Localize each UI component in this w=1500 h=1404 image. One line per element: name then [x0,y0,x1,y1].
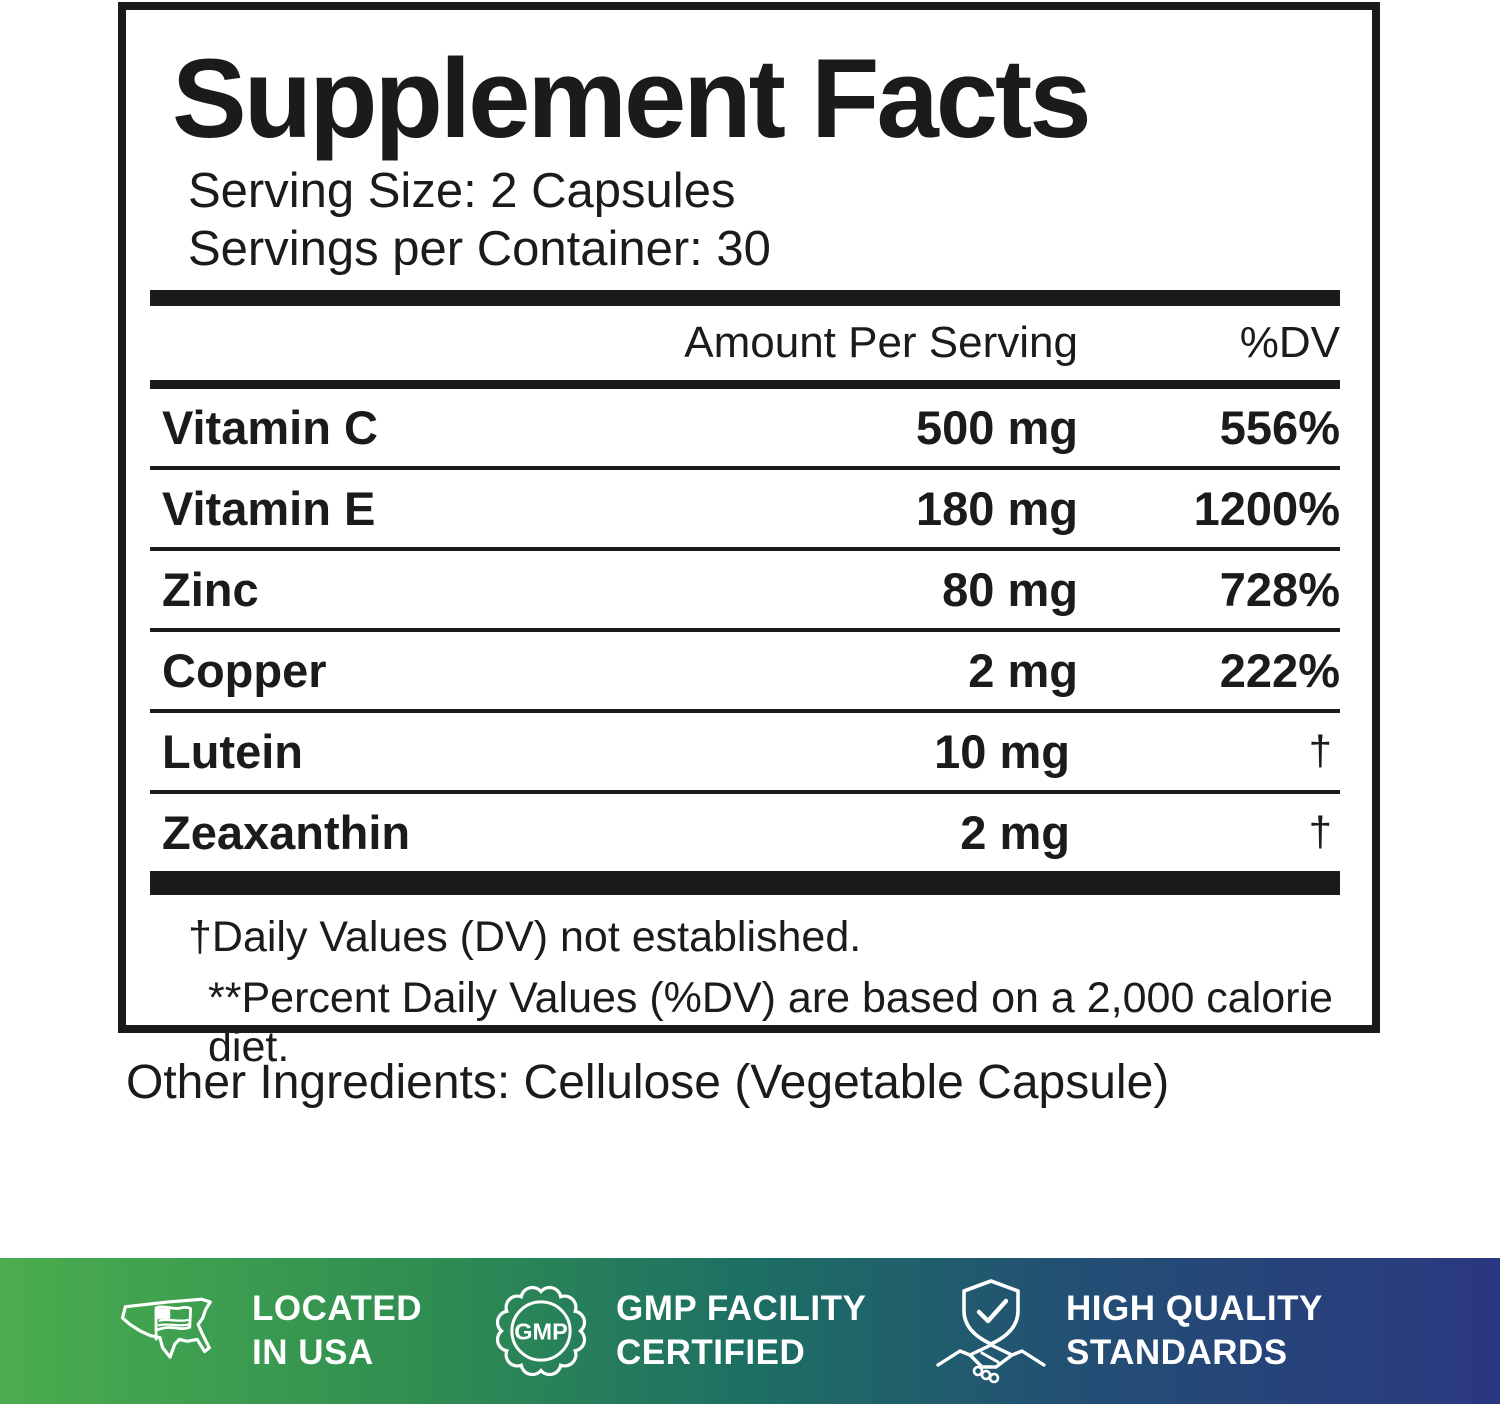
badge-line1: GMP FACILITY [616,1289,867,1329]
ingredient-name: Zeaxanthin [162,805,411,859]
ingredient-dv-dagger: † [1308,727,1332,775]
badge-line1: LOCATED [252,1289,423,1329]
ingredient-dv: 1200% [1193,481,1340,535]
ingredient-dv: 728% [1219,562,1340,616]
table-row: Zinc 80 mg 728% [150,551,1340,632]
ingredient-amount: 10 mg [934,724,1070,778]
ingredient-name: Vitamin C [162,400,378,454]
table-row: Vitamin E 180 mg 1200% [150,470,1340,551]
ingredient-amount: 2 mg [960,805,1070,859]
panel-title: Supplement Facts [172,36,1092,161]
badge-gmp-certified: GMP GMP FACILITY CERTIFIED [494,1258,866,1404]
badge-high-quality-standards: HIGH QUALITY STANDARDS [930,1258,1323,1404]
header-amount-per-serving: Amount Per Serving [684,317,1078,367]
table-row: Zeaxanthin 2 mg † [150,794,1340,875]
servings-per-container: Servings per Container: 30 [188,221,771,276]
badge-label: HIGH QUALITY STANDARDS [1066,1287,1323,1375]
ingredient-amount: 2 mg [968,643,1078,697]
serving-info: Serving Size: 2 Capsules Servings per Co… [188,162,1340,278]
table-row: Lutein 10 mg † [150,713,1340,794]
footnote-percent-dv: **Percent Daily Values (%DV) are based o… [208,973,1333,1071]
ingredient-amount: 80 mg [942,562,1078,616]
header-dv: %DV [1239,317,1340,367]
footnote-daily-values: †Daily Values (DV) not established. [188,912,862,961]
ingredient-name: Lutein [162,724,303,778]
badge-located-in-usa: LOCATED IN USA [116,1258,422,1404]
ingredient-name: Vitamin E [162,481,376,535]
ingredient-dv: 222% [1219,643,1340,697]
badge-line2: IN USA [252,1333,374,1372]
ingredient-amount: 500 mg [916,400,1078,454]
badge-label: LOCATED IN USA [252,1287,422,1375]
shield-check-handshake-icon [936,1279,1046,1384]
serving-size: Serving Size: 2 Capsules [188,163,736,218]
other-ingredients: Other Ingredients: Cellulose (Vegetable … [126,1056,1170,1109]
ingredient-dv-dagger: † [1308,808,1332,856]
usa-map-flag-icon [120,1297,212,1359]
ingredient-name: Copper [162,643,327,697]
badge-label: GMP FACILITY CERTIFIED [616,1287,866,1375]
footer-badge-bar: LOCATED IN USA GMP GMP FACILITY CERTIFIE… [0,1258,1500,1404]
divider-header [150,379,1340,389]
divider-thick-bottom [150,874,1340,895]
table-header-row: Amount Per Serving %DV [150,306,1340,380]
ingredient-amount: 180 mg [916,481,1078,535]
badge-line2: STANDARDS [1066,1333,1288,1372]
badge-line1: HIGH QUALITY [1066,1289,1323,1329]
table-row: Copper 2 mg 222% [150,632,1340,713]
gmp-seal-icon: GMP [495,1285,587,1377]
ingredient-name: Zinc [162,562,259,616]
ingredient-dv: 556% [1219,400,1340,454]
divider-thick-top [150,289,1340,306]
badge-line2: CERTIFIED [616,1333,806,1372]
table-row: Vitamin C 500 mg 556% [150,389,1340,470]
gmp-seal-text: GMP [514,1318,568,1344]
supplement-facts-panel: Supplement Facts Serving Size: 2 Capsule… [118,2,1380,1071]
